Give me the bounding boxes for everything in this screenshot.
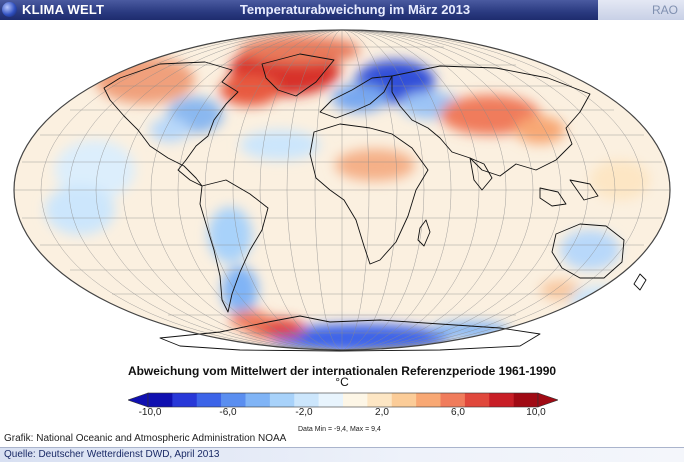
colorbar-cell [196, 393, 222, 407]
data-range-text: Data Min = -9,4, Max = 9,4 [298, 426, 381, 433]
colorbar-cell [391, 393, 417, 407]
map-svg [13, 29, 671, 352]
footer-bar: Quelle: Deutscher Wetterdienst DWD, Apri… [0, 447, 684, 462]
tick-label: -10,0 [138, 407, 162, 418]
world-map [0, 20, 684, 360]
brand-label: KLIMA WELT [22, 2, 105, 17]
colorbar-cell [343, 393, 368, 407]
colorbar-cell [416, 393, 441, 407]
graphic-credit: Grafik: National Oceanic and Atmospheric… [4, 433, 287, 444]
page-title: Temperaturabweichung im März 2013 [239, 2, 471, 17]
colorbar-min-arrow [128, 392, 149, 408]
colorbar-cell [221, 393, 246, 407]
tick-label: 6,0 [451, 407, 465, 418]
colorbar-cell [148, 393, 173, 407]
colorbar-cell [464, 393, 490, 407]
colorbar-cell [245, 393, 271, 407]
legend-title: Abweichung vom Mittelwert der internatio… [127, 364, 557, 378]
colorbar-cell [318, 393, 344, 407]
globe-icon [2, 2, 17, 17]
colorbar-cell [172, 393, 198, 407]
colorbar-cell [440, 393, 466, 407]
colorbar-cells [147, 392, 539, 408]
map-outline [13, 29, 671, 351]
colorbar-cell [269, 393, 295, 407]
colorbar-cell [367, 393, 393, 407]
tick-label: 10,0 [526, 407, 546, 418]
colorbar [128, 392, 558, 408]
colorbar-cell [489, 393, 514, 407]
colorbar-max-arrow [537, 392, 558, 408]
source-text: Quelle: Deutscher Wetterdienst DWD, Apri… [4, 449, 220, 460]
header-bar: KLIMA WELT Temperaturabweichung im März … [0, 0, 684, 20]
tick-label: -6,0 [219, 407, 237, 418]
tick-label: 2,0 [375, 407, 389, 418]
legend-unit: °C [335, 375, 349, 389]
graticule [14, 30, 670, 350]
coastlines [103, 53, 647, 352]
corner-label: RAO [651, 3, 678, 17]
header-corner: RAO [598, 0, 684, 20]
colorbar-cell [513, 393, 539, 407]
colorbar-cell [294, 393, 319, 407]
tick-label: -2,0 [295, 407, 313, 418]
